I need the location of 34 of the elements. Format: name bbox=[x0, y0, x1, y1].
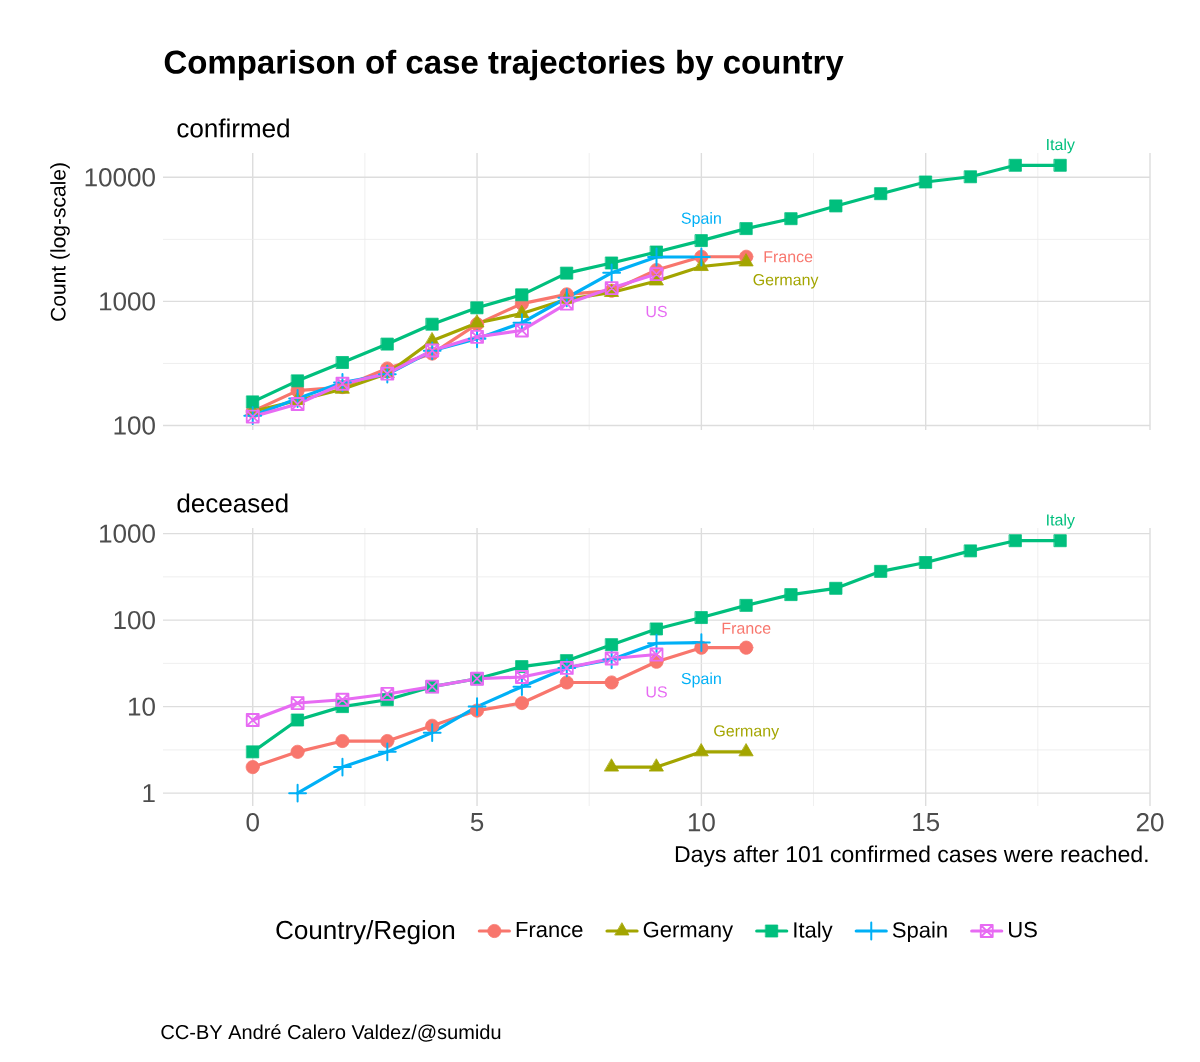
legend-label: Germany bbox=[643, 921, 734, 942]
series-label: Italy bbox=[1047, 138, 1075, 154]
y-tick-label: 1000 bbox=[100, 292, 155, 311]
y-axis-title: Count (log-scale) bbox=[50, 163, 70, 321]
legend-label: US bbox=[1009, 921, 1037, 938]
text: Italy bbox=[1047, 513, 1075, 529]
chart-title: Comparison of case trajectories by country bbox=[164, 49, 844, 81]
legend-label: Spain bbox=[892, 921, 947, 943]
legend-label: Italy bbox=[794, 921, 833, 943]
y-tick-label: 10 bbox=[128, 697, 155, 716]
legend-title: Country/Region bbox=[276, 920, 455, 945]
legend-label: France bbox=[516, 921, 583, 938]
series-label: France bbox=[764, 251, 813, 263]
y-tick-label: 100 bbox=[114, 610, 155, 630]
text: France bbox=[722, 622, 771, 634]
text: Spain bbox=[681, 672, 721, 688]
x-tick-label: 5 bbox=[470, 813, 484, 832]
text: CC-BY André Calero Valdez/@sumidu bbox=[161, 1024, 501, 1042]
x-tick-label: 15 bbox=[913, 813, 940, 832]
x-tick-label: 10 bbox=[688, 813, 715, 832]
series-label: US bbox=[646, 305, 667, 318]
y-tick-label: 100 bbox=[114, 416, 155, 435]
text: Germany bbox=[714, 725, 780, 740]
chart-subtitle: confirmed bbox=[177, 118, 289, 138]
series-label: Spain bbox=[681, 212, 721, 228]
x-tick-label: 20 bbox=[1136, 813, 1164, 832]
x-axis-title: Days after 101 confirmed cases were reached. bbox=[675, 845, 1148, 867]
chart-subtitle: deceased bbox=[177, 493, 288, 513]
y-tick-label: 1 bbox=[143, 784, 155, 803]
y-tick-label: 1000 bbox=[100, 524, 155, 543]
x-tick-label: 0 bbox=[246, 813, 259, 832]
series-label: Germany bbox=[753, 274, 819, 289]
y-tick-label: 10000 bbox=[85, 168, 155, 187]
text: US bbox=[646, 686, 667, 698]
